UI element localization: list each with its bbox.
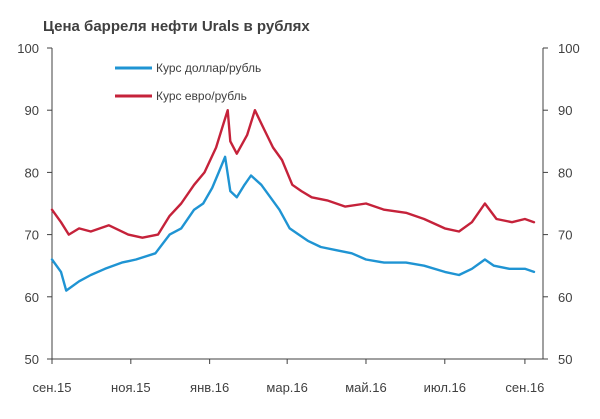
x-tick-label: сен.16 [505,380,544,395]
legend-label-2: Курс евро/рубль [156,89,247,103]
x-tick-label: янв.16 [190,380,229,395]
y-left-tick-label: 90 [25,103,39,118]
y-right-tick-label: 90 [558,103,572,118]
y-right-tick-label: 50 [558,352,572,367]
y-left-tick-label: 70 [25,228,39,243]
series-line-1 [50,155,536,292]
series-layer [50,109,536,292]
chart-title: Цена барреля нефти Urals в рублях [43,18,310,35]
y-left-tick-label: 100 [17,41,39,56]
x-tick-label: сен.15 [33,380,72,395]
y-right-tick-label: 70 [558,228,572,243]
axes: 50 50 60 60 70 70 80 80 90 90 100 100 сен.15 ноя.15 ян… [17,41,579,395]
series-line-2 [50,109,536,239]
x-tick-label: ноя.15 [111,380,151,395]
y-left-tick-label: 60 [25,290,39,305]
y-left-tick-label: 50 [25,352,39,367]
legend-label-1: Курс доллар/рубль [156,61,261,75]
y-right-tick-label: 80 [558,165,572,180]
x-tick-label: май.16 [345,380,387,395]
y-left-tick-label: 80 [25,165,39,180]
legend: Курс доллар/рубль Курс евро/рубль [115,61,261,103]
y-right-tick-label: 100 [558,41,580,56]
x-tick-label: июл.16 [424,380,466,395]
x-tick-label: мар.16 [266,380,307,395]
y-right-tick-label: 60 [558,290,572,305]
